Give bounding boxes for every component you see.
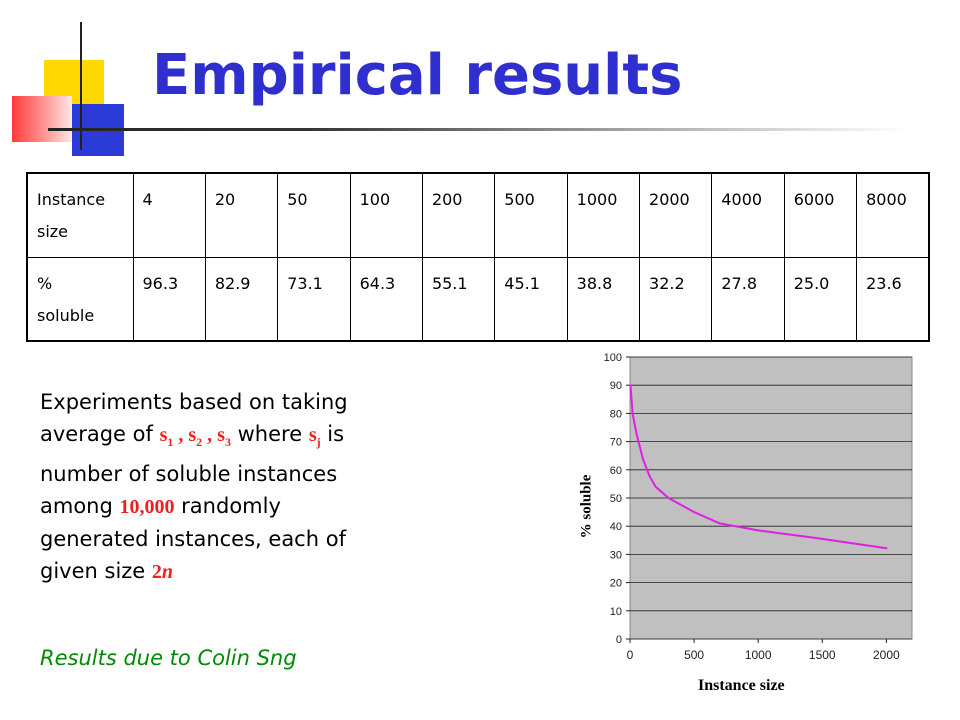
table-cell: 23.6 bbox=[856, 256, 930, 342]
x-tick-label: 500 bbox=[684, 648, 704, 662]
y-axis-label-box: % soluble bbox=[572, 454, 602, 564]
row-header-percent-soluble: % soluble bbox=[26, 256, 134, 342]
variable-subscript: 1 bbox=[167, 435, 174, 449]
table-cell: 8000 bbox=[856, 172, 930, 258]
table-cell: 4000 bbox=[711, 172, 785, 258]
y-tick-label: 0 bbox=[616, 634, 622, 646]
description-text: is number of soluble instances among bbox=[40, 422, 345, 518]
table-cell: 100 bbox=[349, 172, 423, 258]
table-cell: 64.3 bbox=[349, 256, 423, 342]
table-cell: 25.0 bbox=[783, 256, 858, 342]
table-cell: 96.3 bbox=[132, 256, 206, 342]
slide-title: Empirical results bbox=[152, 43, 683, 108]
row-header-line: % bbox=[37, 273, 53, 293]
y-tick-label: 10 bbox=[610, 606, 622, 618]
variable-s3: s3 bbox=[217, 424, 231, 449]
y-tick-label: 50 bbox=[610, 493, 622, 505]
table-cell: 32.2 bbox=[639, 256, 713, 342]
experiment-description: Experiments based on taking average of s… bbox=[40, 386, 390, 588]
instance-count: 10,000 bbox=[119, 496, 175, 518]
table-cell: 2000 bbox=[639, 172, 713, 258]
decor-vertical-line bbox=[80, 22, 82, 150]
description-text: randomly generated instances, each of gi… bbox=[40, 494, 346, 583]
table-cell: 38.8 bbox=[566, 256, 641, 342]
table-cell: 45.1 bbox=[494, 256, 568, 342]
separator: , bbox=[173, 424, 189, 446]
variable-symbol: s bbox=[159, 424, 168, 446]
x-tick-label: 1000 bbox=[745, 648, 772, 662]
table-cell: 82.9 bbox=[204, 256, 279, 342]
y-tick-label: 30 bbox=[610, 549, 622, 561]
y-tick-label: 100 bbox=[604, 352, 622, 364]
table-cell: 200 bbox=[421, 172, 496, 258]
y-tick-label: 40 bbox=[610, 521, 622, 533]
y-tick-label: 80 bbox=[610, 408, 622, 420]
table-cell: 55.1 bbox=[421, 256, 496, 342]
row-header-line: Instance bbox=[37, 190, 106, 209]
table-cell: 27.8 bbox=[711, 256, 785, 342]
variable-sj: sj bbox=[308, 424, 321, 449]
decor-title-underline bbox=[48, 128, 908, 131]
separator: , bbox=[202, 424, 218, 446]
y-tick-label: 20 bbox=[610, 578, 622, 590]
results-table: Instance size 4 20 50 100 200 500 1000 2… bbox=[26, 172, 930, 342]
y-tick-label: 90 bbox=[610, 380, 622, 392]
variable-symbol: s bbox=[217, 424, 225, 446]
y-tick-label: 70 bbox=[610, 437, 622, 449]
y-axis-label: % soluble bbox=[578, 474, 595, 539]
y-tick-label: 60 bbox=[610, 465, 622, 477]
variable-s1: s1 bbox=[159, 424, 174, 449]
series-line bbox=[629, 384, 888, 550]
size-variable: n bbox=[161, 561, 174, 583]
x-tick-label: 1500 bbox=[809, 648, 836, 662]
size-coefficient: 2 bbox=[151, 561, 162, 583]
variable-subscript: 2 bbox=[196, 435, 203, 449]
variable-symbol: s bbox=[308, 424, 317, 446]
table-cell: 500 bbox=[494, 172, 568, 258]
variable-symbol: s bbox=[188, 424, 197, 446]
description-text: where bbox=[230, 422, 309, 446]
variable-subscript: j bbox=[316, 435, 321, 449]
decor-red-bar bbox=[12, 96, 72, 142]
table-cell: 1000 bbox=[566, 172, 641, 258]
variable-s2: s2 bbox=[188, 424, 203, 449]
table-row-percent-soluble: % soluble 96.3 82.9 73.1 64.3 55.1 45.1 … bbox=[26, 256, 930, 342]
table-row-instance-size: Instance size 4 20 50 100 200 500 1000 2… bbox=[26, 172, 930, 258]
variable-subscript: 3 bbox=[224, 435, 231, 449]
table-cell: 20 bbox=[204, 172, 279, 258]
row-header-instance-size: Instance size bbox=[26, 172, 134, 258]
table-cell: 4 bbox=[132, 172, 206, 258]
row-header-line: size bbox=[37, 222, 69, 241]
table-cell: 50 bbox=[277, 172, 351, 258]
table-cell: 73.1 bbox=[277, 256, 351, 342]
results-credit: Results due to Colin Sng bbox=[40, 646, 297, 670]
x-tick-label: 0 bbox=[627, 648, 634, 662]
description-text: Experiments based on taking average of bbox=[40, 390, 348, 446]
row-header-line: soluble bbox=[37, 305, 95, 325]
x-axis-label: Instance size bbox=[698, 677, 785, 694]
x-tick-label: 2000 bbox=[873, 648, 900, 662]
table-cell: 6000 bbox=[783, 172, 858, 258]
